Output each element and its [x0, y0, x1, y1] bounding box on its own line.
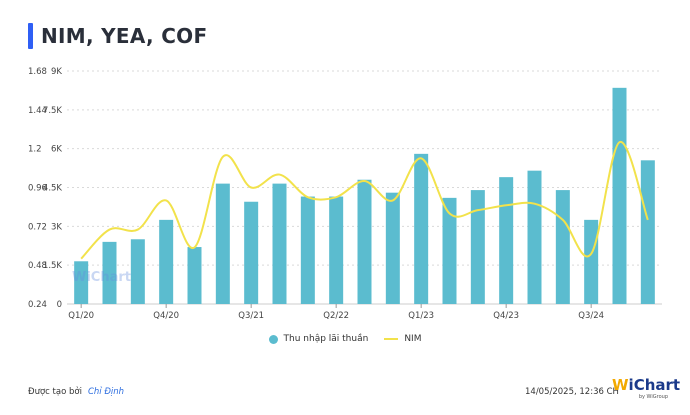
- bar: [244, 201, 259, 304]
- footer-author-link[interactable]: Chỉ Định: [87, 387, 125, 397]
- wichart-logo[interactable]: WiChart by WiGroup: [612, 376, 680, 402]
- right-axis-tick-label: 4.5K: [43, 184, 63, 194]
- x-axis-tick-label: Q1/20: [68, 311, 94, 321]
- bar: [385, 192, 400, 304]
- left-axis-tick-label: 0.96: [28, 184, 47, 194]
- left-axis-tick-label: 1.68: [28, 67, 47, 77]
- bar: [187, 247, 202, 304]
- left-axis-tick-label: 1.44: [28, 106, 47, 116]
- title-accent-bar: [28, 23, 33, 49]
- logo-subtitle: by WiGroup: [638, 394, 668, 400]
- bar: [584, 219, 599, 304]
- x-axis-tick-label: Q3/24: [578, 311, 604, 321]
- bar: [357, 179, 372, 304]
- footer-created-by: Được tạo bởi: [28, 387, 82, 397]
- right-axis-tick-label: 6K: [51, 145, 62, 155]
- bar: [300, 196, 315, 304]
- x-axis-tick-label: Q3/21: [238, 311, 264, 321]
- legend-bar-label: Thu nhập lãi thuần: [283, 334, 369, 344]
- left-axis-tick-label: 0.72: [28, 222, 47, 232]
- logo-w-mark: W: [612, 376, 629, 394]
- chart-title-block: NIM, YEA, COF: [28, 22, 207, 50]
- bar: [414, 153, 429, 304]
- x-axis-tick-label: Q4/23: [493, 311, 519, 321]
- left-axis-tick-label: 0.48: [28, 261, 47, 271]
- logo-text: iChart: [628, 376, 681, 394]
- bar: [555, 190, 570, 304]
- bar: [470, 190, 485, 304]
- legend-line-label: NIM: [404, 334, 422, 344]
- bar: [159, 219, 174, 304]
- bar: [272, 183, 287, 304]
- bar: [499, 177, 514, 304]
- right-axis-tick-label: 9K: [51, 67, 62, 77]
- chart-legend: Thu nhập lãi thuần NIM: [0, 334, 690, 344]
- watermark-logo: WiChart: [72, 270, 131, 285]
- nim-line: [80, 141, 649, 260]
- right-axis-tick-label: 3K: [51, 222, 62, 232]
- legend-item-line[interactable]: NIM: [384, 334, 421, 344]
- legend-line-marker: [384, 338, 399, 340]
- legend-item-bar[interactable]: Thu nhập lãi thuần: [268, 334, 369, 344]
- bar: [130, 239, 145, 304]
- footer-timestamp: 14/05/2025, 12:36 CH: [525, 387, 619, 397]
- legend-bar-marker: [268, 334, 278, 344]
- bar: [527, 170, 542, 304]
- chart-title: NIM, YEA, COF: [41, 24, 208, 48]
- bar: [640, 160, 655, 304]
- bar: [442, 197, 457, 304]
- bar: [102, 241, 117, 304]
- left-axis-tick-label: 1.2: [28, 145, 42, 155]
- footer-credit: Được tạo bởi Chỉ Định: [28, 387, 124, 397]
- chart-svg: 0.24 0 0.481.5K 0.72 3K 0.964.5K 1.2 6K 1.447.5K…: [28, 67, 662, 321]
- x-axis-tick-label: Q2/22: [323, 311, 349, 321]
- bar: [215, 183, 230, 304]
- right-axis-tick-label: 1.5K: [43, 261, 63, 271]
- bar: [329, 196, 344, 304]
- bar: [74, 261, 89, 304]
- x-axis-tick-label: Q4/20: [153, 311, 179, 321]
- right-axis-tick-label: 0: [57, 300, 62, 310]
- bar: [612, 87, 627, 304]
- right-axis-tick-label: 7.5K: [43, 106, 63, 116]
- left-axis-tick-label: 0.24: [28, 300, 47, 310]
- x-axis-tick-label: Q1/23: [408, 311, 434, 321]
